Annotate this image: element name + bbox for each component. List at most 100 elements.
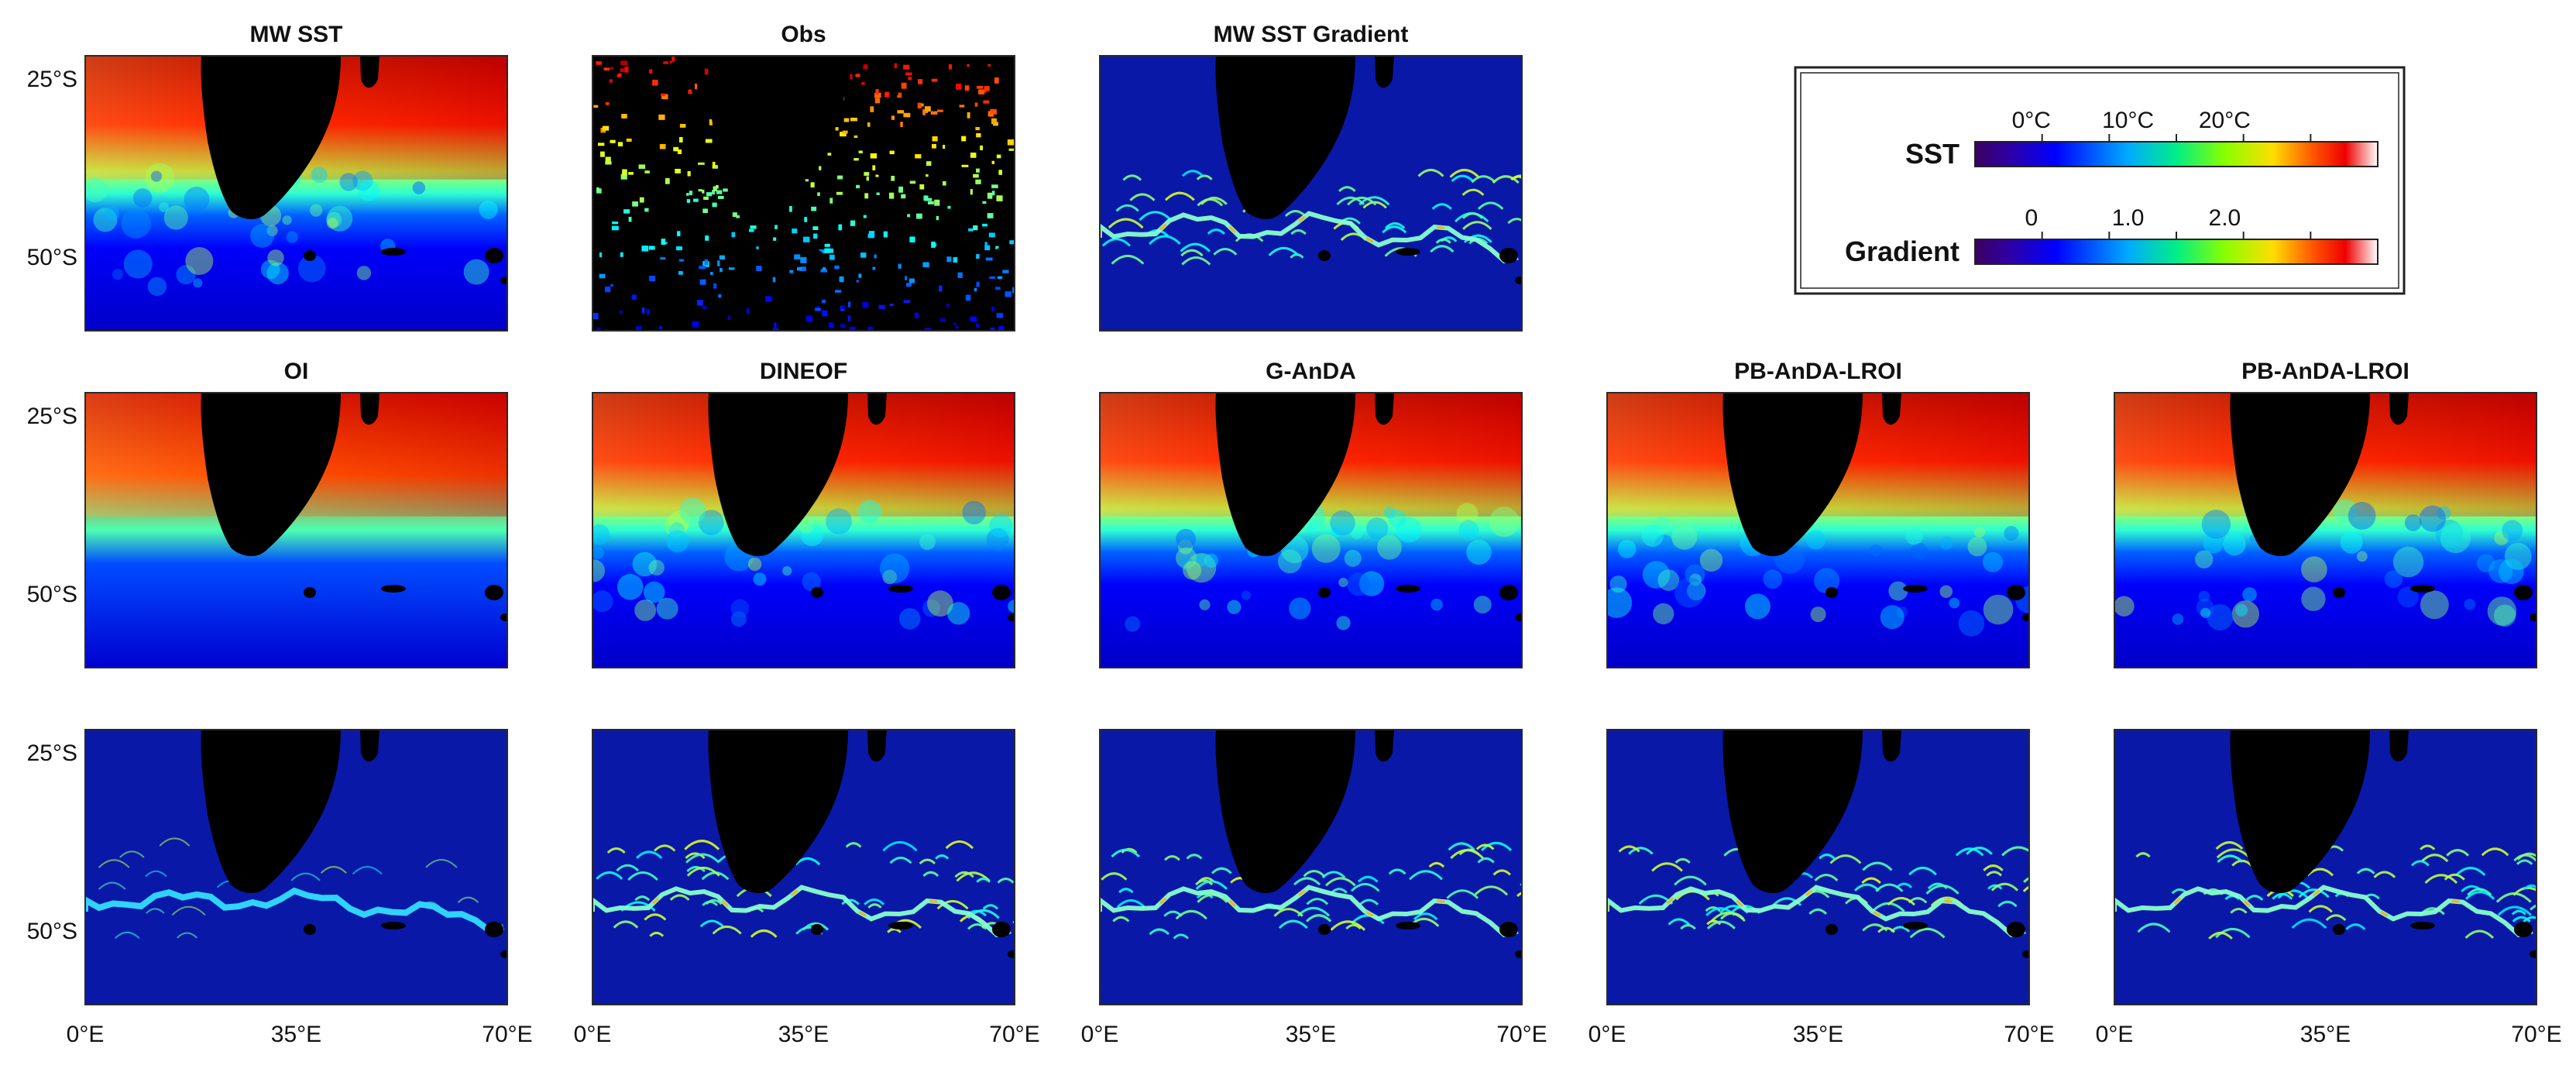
panel-frame (1099, 55, 1523, 332)
sst-eddy (352, 170, 373, 191)
obs-pixel (704, 259, 708, 266)
sst-eddy (85, 177, 108, 203)
obs-pixel (813, 233, 818, 239)
sst-eddy (309, 204, 323, 217)
obs-pixel (699, 279, 706, 285)
obs-pixel (626, 138, 632, 142)
obs-pixel (985, 257, 993, 261)
obs-pixel (840, 324, 846, 328)
obs-pixel (836, 191, 843, 195)
madagascar-landmass (360, 393, 380, 425)
front-filament (997, 878, 1015, 884)
front-filament (1417, 168, 1444, 177)
map-panel: 0°E 35°E 70°E (2096, 729, 2562, 1047)
sst-eddy (947, 602, 970, 625)
lon-label: 35°E (1286, 1022, 1336, 1047)
front-filament (1108, 218, 1144, 229)
obs-pixel (968, 228, 974, 232)
front-filament (2481, 847, 2509, 857)
obs-pixel (686, 193, 689, 196)
sst-eddy (163, 205, 188, 230)
sst-eddy (266, 262, 289, 285)
front-filament (1129, 193, 1156, 201)
sst-eddy (1653, 603, 1674, 625)
front-filament (2023, 877, 2029, 883)
front-filament (1435, 238, 1451, 244)
front-filament (702, 900, 718, 906)
obs-pixel (817, 192, 820, 197)
obs-pixel (679, 123, 686, 128)
sst-eddy (112, 269, 124, 280)
obs-pixel (909, 180, 916, 184)
obs-pixel (612, 222, 619, 225)
sst-eddy (1949, 597, 1960, 609)
front-filament (634, 895, 651, 902)
front-filament (352, 866, 383, 875)
sst-eddy (1870, 544, 1882, 556)
front-filament (889, 856, 912, 864)
sst-eddy (986, 527, 1009, 551)
africa-landmass (201, 393, 341, 557)
front-filament (2291, 918, 2327, 929)
front-filament (1164, 191, 1195, 201)
sst-eddy (121, 208, 152, 239)
sst-eddy (1958, 610, 1985, 637)
africa-landmass (2230, 730, 2370, 894)
obs-pixel (889, 192, 895, 199)
obs-pixel (903, 300, 911, 304)
sst-eddy (1311, 534, 1341, 563)
front-filament (1173, 933, 1190, 940)
obs-pixel (898, 263, 902, 269)
obs-pixel (661, 94, 668, 99)
obs-pixel (812, 226, 819, 230)
africa-landmass (2230, 393, 2370, 557)
island (1318, 924, 1331, 935)
front-filament (1481, 841, 1513, 851)
obs-pixel (876, 192, 880, 195)
panel-frame (2114, 729, 2537, 1005)
island (992, 248, 1011, 263)
sst-eddy (2487, 596, 2517, 626)
obs-pixel (673, 146, 679, 152)
obs-pixel (956, 84, 962, 90)
obs-pixel (948, 64, 952, 70)
obs-pixel (819, 249, 826, 254)
sst-eddy (1178, 539, 1194, 555)
sst-eddy (479, 200, 498, 219)
front-filament (425, 859, 458, 868)
obs-pixel (824, 248, 831, 253)
sst-eddy (2392, 546, 2424, 578)
obs-pixel (599, 273, 606, 279)
sst-eddy (176, 265, 196, 285)
sst-eddy (2504, 542, 2532, 570)
sst-eddy (1607, 587, 1633, 618)
lon-label: 0°E (2096, 1022, 2134, 1047)
obs-pixel (805, 315, 813, 322)
sst-eddy (1396, 517, 1422, 543)
obs-pixel (901, 82, 907, 89)
sst-eddy (679, 497, 706, 524)
sst-eddy (1939, 536, 1953, 550)
front-filament (2208, 931, 2233, 940)
lat-label: 25°S (27, 404, 77, 429)
island (2530, 950, 2537, 958)
sst-eddy (648, 559, 665, 576)
front-filament (1451, 174, 1474, 182)
sst-eddy (882, 569, 898, 585)
sst-eddy (665, 513, 689, 537)
sst-eddy (1609, 576, 1627, 593)
obs-pixel (619, 311, 623, 314)
front-filament (1330, 920, 1365, 931)
obs-pixel (861, 82, 865, 85)
sst-eddy (1939, 585, 1953, 598)
front-filament (1674, 875, 1707, 886)
obs-pixel (605, 101, 610, 105)
sst-eddy (1967, 537, 1987, 557)
island (2530, 613, 2537, 621)
obs-pixel (723, 188, 728, 192)
front-filament (649, 931, 665, 937)
gradient-tick-label: 1.0 (2112, 205, 2145, 231)
front-filament (1430, 245, 1455, 253)
sst-eddy (1330, 527, 1341, 538)
sst-eddy (2440, 522, 2471, 554)
